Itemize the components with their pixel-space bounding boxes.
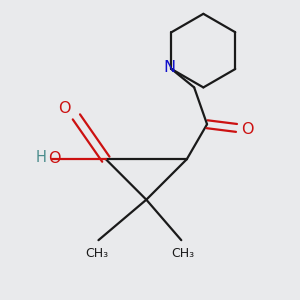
Text: O: O (241, 122, 254, 136)
Text: O: O (58, 101, 71, 116)
Text: O: O (48, 151, 61, 166)
Text: CH₃: CH₃ (85, 247, 108, 260)
Text: CH₃: CH₃ (172, 247, 195, 260)
Text: H: H (36, 150, 47, 165)
Text: N: N (164, 60, 176, 75)
